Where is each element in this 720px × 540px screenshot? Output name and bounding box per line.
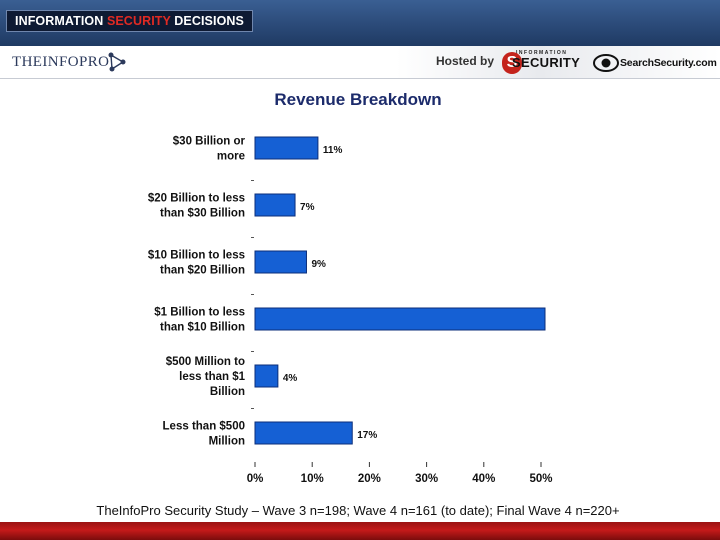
x-tick-label-1: 10% bbox=[301, 473, 324, 485]
x-tick-label-3: 30% bbox=[415, 473, 438, 485]
infopro-logo: THEINFOPRO bbox=[12, 54, 110, 70]
bottom-band bbox=[0, 522, 720, 540]
hosted-by-label: Hosted by bbox=[436, 54, 495, 68]
infopro-network-icon bbox=[108, 52, 126, 72]
category-label-line: than $20 Billion bbox=[160, 265, 245, 277]
value-label-4: 4% bbox=[283, 373, 298, 384]
category-label-line: than $10 Billion bbox=[160, 322, 245, 334]
value-label-5: 17% bbox=[357, 430, 377, 441]
bar-1 bbox=[254, 193, 296, 217]
chart-title: Revenue Breakdown bbox=[274, 90, 442, 109]
category-label-2: $10 Billion to less than $20 Billion bbox=[148, 250, 245, 277]
x-tick-label-5: 50% bbox=[529, 473, 552, 485]
category-label-5: Less than $500 Million bbox=[163, 421, 245, 448]
category-label-line: Billion bbox=[210, 386, 245, 398]
security-logo-small-text: INFORMATION bbox=[516, 50, 568, 56]
banner-title: INFORMATION SECURITY DECISIONS bbox=[6, 10, 253, 32]
category-label-line: Million bbox=[209, 436, 245, 448]
category-label-line: $30 Billion or bbox=[173, 136, 246, 148]
category-label-line: $500 Million to bbox=[166, 356, 245, 368]
category-label-line: $1 Billion to less bbox=[154, 307, 245, 319]
category-label-line: more bbox=[217, 151, 245, 163]
category-label-line: Less than $500 bbox=[163, 421, 245, 433]
information-security-logo: INFORMATION S SECURITY bbox=[502, 50, 580, 74]
searchsecurity-logo-text: SearchSecurity.com bbox=[620, 57, 717, 69]
x-tick-label-2: 20% bbox=[358, 473, 381, 485]
category-label-4: $500 Million to less than $1 Billion bbox=[166, 356, 246, 398]
category-label-line: less than $1 bbox=[179, 371, 245, 383]
value-label-1: 7% bbox=[300, 202, 315, 213]
eye-icon bbox=[593, 54, 619, 72]
banner-word-security: SECURITY bbox=[106, 14, 171, 28]
bar-5 bbox=[254, 421, 353, 445]
category-label-0: $30 Billion or more bbox=[173, 136, 246, 163]
bar-3 bbox=[254, 307, 546, 331]
bar-4 bbox=[254, 364, 279, 388]
value-label-2: 9% bbox=[311, 259, 326, 270]
brand-band: THEINFOPRO Hosted by INFORMATION S SECUR… bbox=[0, 46, 720, 79]
bar-0 bbox=[254, 136, 319, 160]
searchsecurity-logo: SearchSecurity.com bbox=[592, 51, 717, 75]
top-banner: INFORMATION SECURITY DECISIONS bbox=[0, 0, 720, 46]
x-tick-label-0: 0% bbox=[247, 473, 264, 485]
security-logo-text: SECURITY bbox=[512, 55, 581, 70]
revenue-bar-chart: $30 Billion or more 11% $20 Billion to less… bbox=[148, 133, 553, 485]
banner-word-information: INFORMATION bbox=[15, 14, 104, 28]
security-s-icon: S bbox=[502, 52, 522, 74]
banner-word-decisions: DECISIONS bbox=[174, 14, 244, 28]
footer-note: TheInfoPro Security Study – Wave 3 n=198… bbox=[96, 503, 620, 518]
category-label-line: than $30 Billion bbox=[160, 208, 245, 220]
category-label-line: $10 Billion to less bbox=[148, 250, 245, 262]
category-label-1: $20 Billion to less than $30 Billion bbox=[148, 193, 245, 220]
x-tick-label-4: 40% bbox=[472, 473, 495, 485]
value-label-0: 11% bbox=[323, 145, 343, 156]
category-label-line: $20 Billion to less bbox=[148, 193, 245, 205]
bar-2 bbox=[254, 250, 307, 274]
category-label-3: $1 Billion to less than $10 Billion bbox=[154, 307, 245, 334]
